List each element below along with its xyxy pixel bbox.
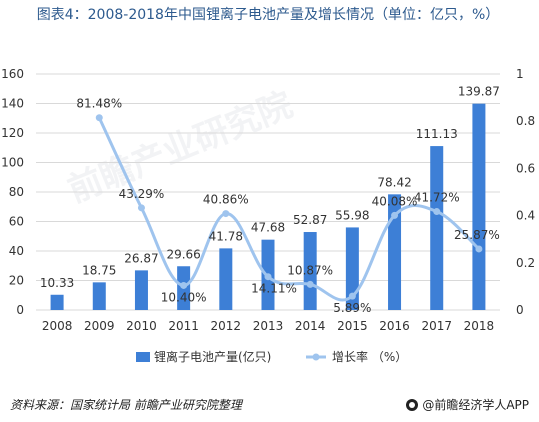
legend-bar-swatch — [136, 352, 150, 362]
growth-point — [264, 273, 272, 281]
y-left-tick-label: 120 — [1, 126, 24, 140]
bar-value-label: 26.87 — [124, 251, 158, 265]
x-tick-label: 2016 — [379, 319, 410, 333]
y-left-tick-label: 140 — [1, 97, 24, 111]
x-tick-label: 2011 — [168, 319, 199, 333]
x-tick-label: 2013 — [253, 319, 284, 333]
legend-bar-label: 锂离子电池产量(亿只) — [154, 349, 271, 364]
bar — [345, 227, 359, 310]
brand-credit: @前瞻经济学人APP — [406, 396, 529, 413]
bar — [50, 294, 64, 310]
y-left-tick-label: 160 — [1, 67, 24, 81]
bar — [219, 248, 233, 310]
y-left-tick-label: 40 — [9, 244, 24, 258]
x-tick-label: 2009 — [84, 319, 115, 333]
bar — [303, 232, 317, 310]
growth-point — [391, 211, 399, 219]
bar-value-label: 29.66 — [166, 247, 200, 261]
y-right-tick-label: 1 — [516, 67, 524, 81]
growth-point — [348, 292, 356, 300]
line-value-label: 41.72% — [414, 191, 460, 205]
y-left-tick-label: 60 — [9, 215, 24, 229]
bar — [134, 270, 148, 310]
y-right-tick-label: 0.8 — [516, 114, 535, 128]
bar — [92, 282, 106, 310]
bar-value-label: 52.87 — [293, 213, 327, 227]
legend-line-label: 增长率 （%） — [332, 349, 407, 364]
bar — [472, 103, 486, 311]
brand-text: @前瞻经济学人APP — [422, 398, 529, 412]
growth-point — [306, 280, 314, 288]
legend-line-marker — [312, 353, 320, 361]
y-right-tick-label: 0.2 — [516, 256, 535, 270]
growth-point — [433, 208, 441, 216]
line-value-label: 81.48% — [76, 97, 122, 111]
bar-value-label: 111.13 — [416, 127, 458, 141]
growth-point — [180, 281, 188, 289]
brand-logo-icon — [406, 398, 419, 411]
y-left-tick-label: 0 — [16, 303, 24, 317]
growth-point — [95, 114, 103, 122]
y-left-tick-label: 20 — [9, 274, 24, 288]
y-left-tick-label: 80 — [9, 185, 24, 199]
line-value-label: 14.11% — [251, 282, 297, 296]
x-tick-label: 2017 — [421, 319, 452, 333]
bar — [430, 146, 444, 310]
x-tick-label: 2015 — [337, 319, 368, 333]
bar-value-label: 47.68 — [251, 221, 285, 235]
y-right-tick-label: 0.4 — [516, 209, 535, 223]
line-value-label: 40.86% — [203, 193, 249, 207]
bar-value-label: 18.75 — [82, 263, 116, 277]
y-left-tick-label: 100 — [1, 156, 24, 170]
y-right-tick-label: 0 — [516, 303, 524, 317]
growth-point — [137, 204, 145, 212]
bar-value-label: 78.42 — [377, 175, 411, 189]
x-tick-label: 2010 — [126, 319, 157, 333]
x-tick-label: 2014 — [295, 319, 326, 333]
bar-value-label: 139.87 — [458, 85, 500, 99]
bar-value-label: 41.78 — [209, 229, 243, 243]
line-value-label: 5.89% — [333, 301, 371, 315]
bar-value-label: 55.98 — [335, 208, 369, 222]
line-value-label: 10.40% — [161, 290, 207, 304]
line-value-label: 43.29% — [119, 187, 165, 201]
x-tick-label: 2018 — [464, 319, 495, 333]
line-value-label: 40.08% — [372, 194, 418, 208]
x-tick-label: 2012 — [211, 319, 242, 333]
line-value-label: 25.87% — [454, 228, 500, 242]
growth-point — [222, 210, 230, 218]
chart-title: 图表4：2008-2018年中国锂离子电池产量及增长情况（单位：亿只，%） — [36, 7, 500, 23]
bar — [388, 194, 402, 310]
growth-point — [475, 245, 483, 253]
y-right-tick-label: 0.6 — [516, 161, 535, 175]
line-value-label: 10.87% — [287, 263, 333, 277]
bar-value-label: 10.33 — [40, 276, 74, 290]
x-tick-label: 2008 — [42, 319, 73, 333]
source-note: 资料来源：国家统计局 前瞻产业研究院整理 — [10, 398, 242, 412]
